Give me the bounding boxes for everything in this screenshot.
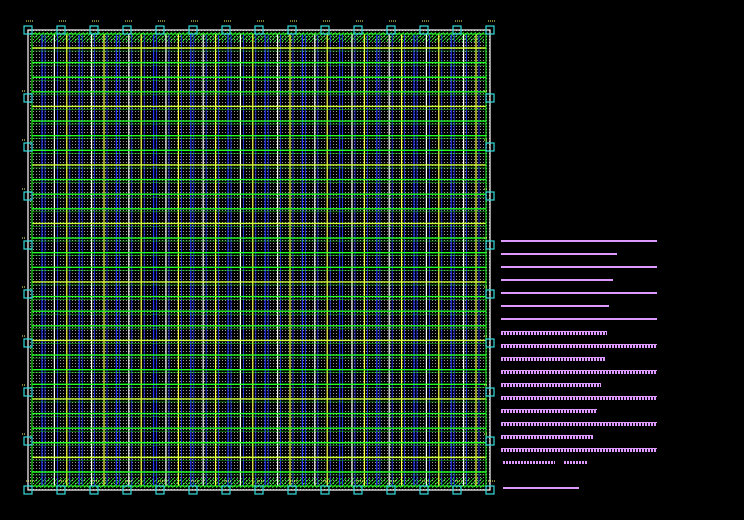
legend-line [501, 305, 609, 307]
io-pad-icon [254, 485, 264, 495]
io-pad-icon [485, 338, 495, 348]
io-pad-icon [353, 485, 363, 495]
legend-line-dashed [501, 331, 607, 335]
io-pad-icon [221, 485, 231, 495]
legend-line-dashed [501, 357, 605, 361]
top-rail [34, 32, 484, 42]
legend-line-dashed [501, 435, 593, 439]
io-pad-icon [155, 485, 165, 495]
io-pad-icon [254, 25, 264, 35]
legend-line [501, 279, 613, 281]
legend-line-dashed [501, 344, 657, 348]
legend-line-dashed [501, 409, 597, 413]
legend-line-dashed [501, 422, 657, 426]
io-pad-icon [485, 93, 495, 103]
io-pad-icon [485, 289, 495, 299]
io-pad-icon [122, 485, 132, 495]
io-pad-icon [155, 25, 165, 35]
legend-short-line [503, 461, 555, 464]
io-pad-icon [485, 142, 495, 152]
io-pad-icon [485, 240, 495, 250]
io-pad-icon [23, 485, 33, 495]
io-pad-icon [485, 485, 495, 495]
io-pad-icon [122, 25, 132, 35]
io-pad-icon [23, 93, 33, 103]
die-boundary [27, 29, 491, 491]
legend-line [501, 240, 657, 242]
io-pad-icon [23, 240, 33, 250]
io-pad-icon [485, 25, 495, 35]
legend-line [501, 266, 657, 268]
io-pad-icon [23, 338, 33, 348]
legend-line-dashed [501, 370, 657, 374]
io-pad-icon [452, 485, 462, 495]
io-pad-icon [188, 485, 198, 495]
io-pad-icon [287, 485, 297, 495]
io-pad-icon [320, 25, 330, 35]
io-pad-icon [485, 191, 495, 201]
legend-line [501, 253, 617, 255]
io-pad-ring [22, 20, 496, 495]
io-pad-icon [419, 485, 429, 495]
bottom-rail [34, 478, 484, 488]
io-pad-icon [56, 485, 66, 495]
io-pad-icon [23, 436, 33, 446]
legend-bottom-line [503, 487, 579, 489]
legend-line-dashed [501, 448, 657, 452]
io-pad-icon [23, 25, 33, 35]
legend-line-dashed [501, 383, 601, 387]
io-pad-icon [485, 436, 495, 446]
io-pad-icon [23, 191, 33, 201]
io-pad-icon [221, 25, 231, 35]
io-pad-icon [56, 25, 66, 35]
io-pad-icon [287, 25, 297, 35]
io-pad-icon [89, 25, 99, 35]
legend-line-dashed [501, 396, 657, 400]
legend-line [501, 318, 657, 320]
io-pad-icon [419, 25, 429, 35]
legend-line [501, 292, 657, 294]
legend-short-line [564, 461, 588, 464]
io-pad-icon [485, 387, 495, 397]
io-pad-icon [386, 25, 396, 35]
io-pad-icon [23, 289, 33, 299]
io-pad-icon [353, 25, 363, 35]
io-pad-icon [23, 387, 33, 397]
io-pad-icon [23, 142, 33, 152]
io-pad-icon [452, 25, 462, 35]
io-pad-icon [89, 485, 99, 495]
io-pad-icon [386, 485, 396, 495]
io-pad-icon [188, 25, 198, 35]
io-pad-icon [320, 485, 330, 495]
